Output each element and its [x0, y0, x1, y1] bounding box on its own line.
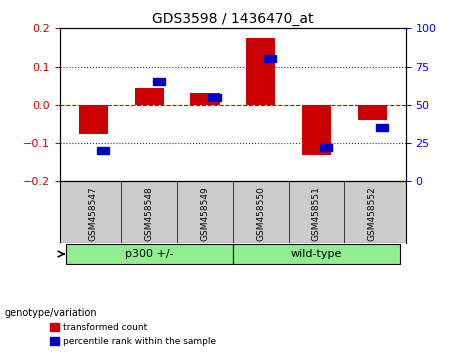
Bar [135, 88, 164, 105]
Bar [233, 244, 400, 264]
Text: wild-type: wild-type [291, 249, 342, 259]
Text: GSM458547: GSM458547 [89, 186, 98, 241]
Bar [79, 105, 108, 133]
Legend: transformed count, percentile rank within the sample: transformed count, percentile rank withi… [46, 320, 220, 349]
Bar [190, 93, 219, 105]
Bar [246, 38, 275, 105]
Bar [302, 105, 331, 155]
Text: GSM458549: GSM458549 [201, 186, 209, 241]
Text: p300 +/-: p300 +/- [125, 249, 173, 259]
Text: GSM458552: GSM458552 [368, 186, 377, 241]
Bar [264, 56, 276, 62]
Bar [358, 105, 387, 120]
Bar [153, 79, 165, 85]
Bar [320, 144, 332, 151]
Bar [65, 244, 233, 264]
Bar [208, 94, 220, 101]
Bar [376, 124, 388, 131]
Bar [97, 147, 109, 154]
Text: GSM458548: GSM458548 [145, 186, 154, 241]
Text: genotype/variation: genotype/variation [5, 308, 97, 318]
Title: GDS3598 / 1436470_at: GDS3598 / 1436470_at [152, 12, 313, 26]
Text: GSM458551: GSM458551 [312, 186, 321, 241]
Text: GSM458550: GSM458550 [256, 186, 265, 241]
